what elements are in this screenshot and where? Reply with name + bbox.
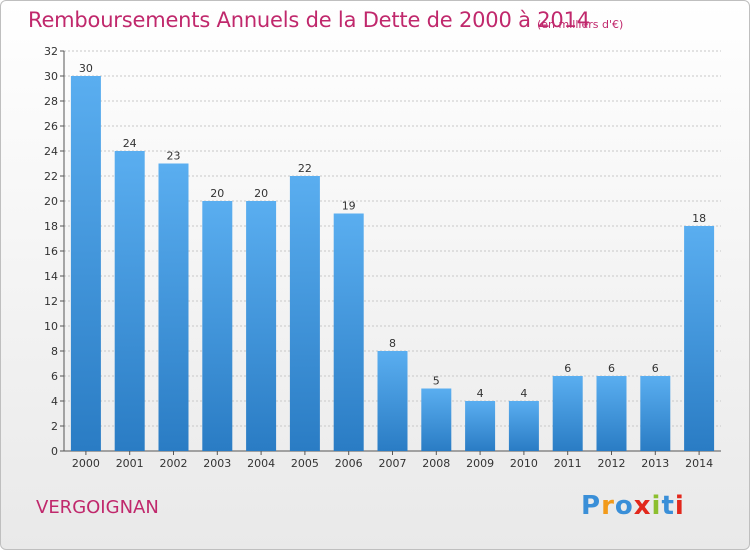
bar: [552, 376, 583, 451]
x-tick-label: 2012: [598, 457, 626, 470]
bar: [333, 213, 364, 451]
logo-letter: t: [661, 491, 675, 521]
bar-layer: [70, 76, 715, 451]
x-tick-label: 2006: [335, 457, 363, 470]
bar: [289, 176, 320, 451]
y-tick-label: 14: [44, 270, 58, 283]
y-tick-label: 30: [44, 70, 58, 83]
x-tick-label: 2007: [379, 457, 407, 470]
x-tick-label: 2000: [72, 457, 100, 470]
y-tick-label: 20: [44, 195, 58, 208]
y-tick-label: 26: [44, 120, 58, 133]
logo-letter: P: [581, 491, 602, 521]
y-tick-label: 10: [44, 320, 58, 333]
x-tick-label: 2005: [291, 457, 319, 470]
logo-letter: o: [614, 491, 634, 521]
logo-letter: r: [601, 491, 615, 521]
bar: [158, 163, 189, 451]
bar: [246, 201, 277, 451]
data-label: 6: [652, 362, 659, 375]
data-label: 22: [298, 162, 312, 175]
bar: [202, 201, 233, 451]
label-layer: 30 24 23 20 20 22 19 8 5 4 4 6 6 6 18: [79, 62, 706, 400]
x-tick-label: 2011: [554, 457, 582, 470]
bar: [684, 226, 715, 451]
y-tick-label: 8: [51, 345, 58, 358]
x-tick-label: 2002: [160, 457, 188, 470]
y-tick-label: 32: [44, 45, 58, 58]
y-tick-label: 28: [44, 95, 58, 108]
data-label: 8: [389, 337, 396, 350]
bar: [596, 376, 627, 451]
logo-letter: x: [633, 491, 652, 521]
y-tick-label: 0: [51, 445, 58, 458]
x-tick-label: 2010: [510, 457, 538, 470]
x-tick-label: 2004: [247, 457, 275, 470]
data-label: 20: [210, 187, 224, 200]
bar: [508, 401, 539, 451]
commune-name: VERGOIGNAN: [36, 497, 159, 518]
y-tick-label: 6: [51, 370, 58, 383]
x-tick-label: 2014: [685, 457, 713, 470]
x-tick-label: 2008: [422, 457, 450, 470]
y-tick-label: 18: [44, 220, 58, 233]
y-tick-label: 24: [44, 145, 58, 158]
data-label: 5: [433, 375, 440, 388]
chart-title: Remboursements Annuels de la Dette de 20…: [28, 8, 590, 32]
proxiti-logo[interactable]: Proxiti: [581, 491, 685, 521]
y-tick-label: 4: [51, 395, 58, 408]
x-tick-label: 2001: [116, 457, 144, 470]
x-tick-label: 2003: [203, 457, 231, 470]
logo-letter: i: [651, 491, 662, 521]
y-tick-label: 2: [51, 420, 58, 433]
bar: [377, 351, 408, 451]
y-tick-label: 16: [44, 245, 58, 258]
data-label: 20: [254, 187, 268, 200]
bar: [114, 151, 145, 451]
x-tick-label: 2009: [466, 457, 494, 470]
data-label: 6: [564, 362, 571, 375]
data-label: 30: [79, 62, 93, 75]
y-tick-label: 12: [44, 295, 58, 308]
y-tick-label: 22: [44, 170, 58, 183]
data-label: 23: [167, 150, 181, 163]
data-label: 18: [692, 212, 706, 225]
bar: [421, 388, 452, 451]
logo-letter: i: [674, 491, 685, 521]
data-label: 4: [520, 387, 527, 400]
bar: [640, 376, 671, 451]
data-label: 19: [342, 200, 356, 213]
bar: [465, 401, 496, 451]
data-label: 4: [477, 387, 484, 400]
bar: [70, 76, 101, 451]
chart-unit: (en milliers d'€): [537, 18, 624, 31]
data-label: 24: [123, 137, 137, 150]
x-tick-label: 2013: [641, 457, 669, 470]
data-label: 6: [608, 362, 615, 375]
